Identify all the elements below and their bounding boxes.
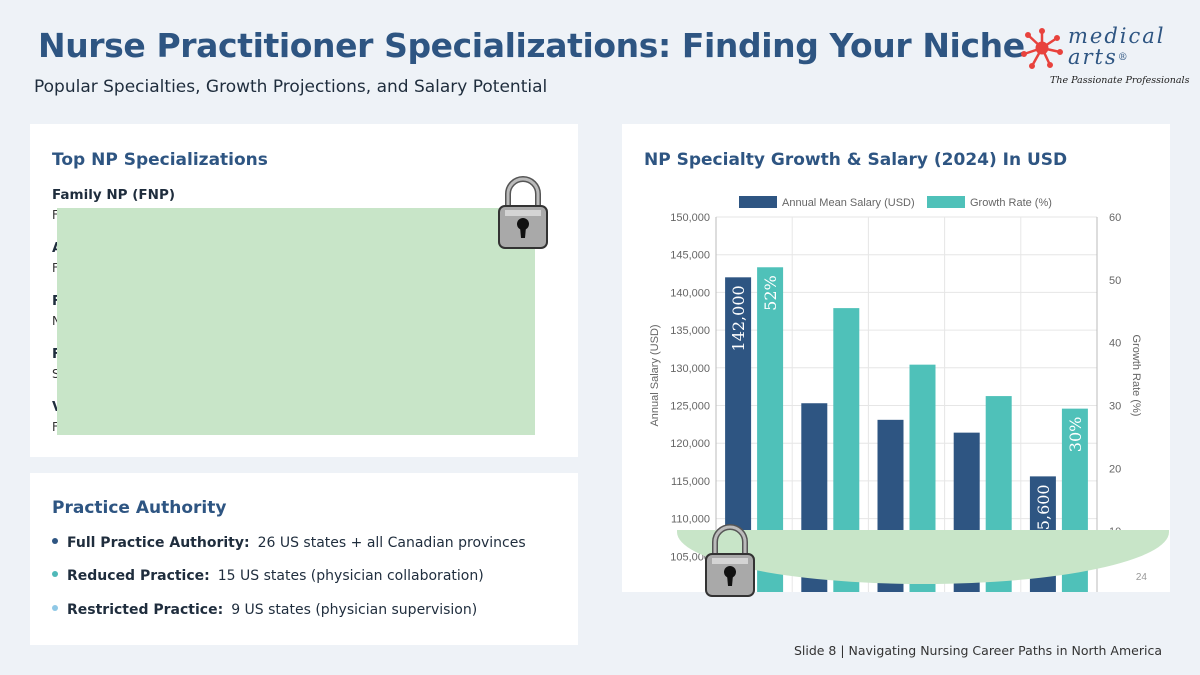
practice-authority-card: Practice Authority Full Practice Authori… (30, 473, 578, 645)
legend-swatch (739, 196, 777, 208)
padlock-icon (705, 524, 755, 597)
y2-tick-label: 60 (1109, 212, 1121, 224)
y-axis-title: Annual Salary (USD) (649, 324, 661, 426)
y2-tick-label: 20 (1109, 463, 1121, 475)
authority-item-full: Full Practice Authority: 26 US states + a… (52, 535, 526, 551)
y-tick-label: 135,000 (670, 325, 710, 337)
page-subtitle: Popular Specialties, Growth Projections,… (34, 77, 548, 97)
source-note: 24 (1136, 572, 1148, 583)
y-tick-label: 140,000 (670, 287, 710, 299)
bullet-dot (52, 571, 58, 577)
y2-tick-label: 40 (1109, 338, 1121, 350)
y-tick-label: 125,000 (670, 401, 710, 413)
authority-item-reduced: Reduced Practice: 15 US states (physician… (52, 568, 484, 584)
page-title: Nurse Practitioner Specializations: Find… (38, 26, 1025, 65)
slide-footer: Slide 8 | Navigating Nursing Career Path… (793, 643, 1162, 658)
data-label: 30% (1066, 417, 1085, 453)
y2-tick-label: 30 (1109, 401, 1121, 413)
authority-item-restricted: Restricted Practice: 9 US states (physici… (52, 602, 477, 618)
legend-swatch (927, 196, 965, 208)
specialization-item: Family NP (FNP) F (52, 187, 176, 222)
logo-tagline: The Passionate Professionals (1050, 75, 1190, 86)
y-tick-label: 120,000 (670, 438, 710, 450)
data-label: 142,000 (729, 285, 748, 351)
y-tick-label: 115,000 (671, 476, 710, 488)
specializations-title: Top NP Specializations (52, 150, 268, 170)
y-tick-label: 145,000 (670, 250, 710, 262)
redaction-overlay (57, 208, 535, 435)
y-tick-label: 110,000 (671, 514, 710, 526)
practice-authority-title: Practice Authority (52, 498, 227, 518)
splash-icon (1021, 28, 1063, 69)
company-logo: medical arts® The Passionate Professiona… (1018, 22, 1189, 92)
specialization-item: F S (52, 346, 61, 381)
bullet-dot (52, 605, 58, 611)
bullet-dot (52, 538, 58, 544)
y-tick-label: 150,000 (670, 212, 710, 224)
y2-tick-label: 50 (1109, 275, 1121, 287)
y-tick-label: 130,000 (670, 363, 710, 375)
chart-card: NP Specialty Growth & Salary (2024) In U… (622, 124, 1170, 592)
padlock-icon (498, 176, 548, 249)
legend-label: Growth Rate (%) (970, 197, 1052, 209)
data-label: 52% (761, 275, 780, 311)
legend-label: Annual Mean Salary (USD) (782, 197, 915, 209)
y2-axis-title: Growth Rate (%) (1130, 335, 1142, 417)
specializations-card: Top NP Specializations Family NP (FNP) F… (30, 124, 578, 457)
specialization-item: F N (52, 293, 61, 328)
chart-title: NP Specialty Growth & Salary (2024) In U… (644, 150, 1068, 170)
logo-wordmark: medical arts® (1068, 24, 1166, 69)
